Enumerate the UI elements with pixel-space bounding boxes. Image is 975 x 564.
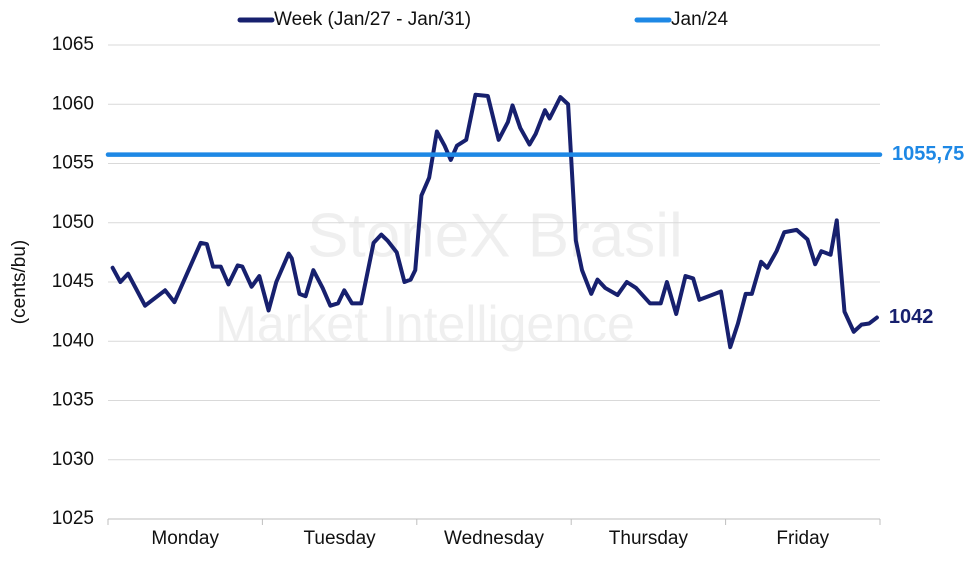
y-tick-label: 1040	[52, 330, 94, 351]
watermark: StoneX Brasil	[307, 201, 683, 270]
x-tick-label: Tuesday	[304, 528, 377, 549]
end-label: 1042	[889, 306, 934, 328]
legend-label: Week (Jan/27 - Jan/31)	[274, 9, 471, 30]
line-series	[110, 92, 879, 350]
legend-label: Jan/24	[671, 9, 728, 30]
x-tick-label: Wednesday	[444, 528, 544, 549]
y-tick-label: 1025	[52, 508, 94, 529]
y-axis-label: (cents/bu)	[9, 240, 30, 324]
watermark: Market Intelligence	[215, 296, 635, 352]
y-tick-label: 1065	[52, 34, 94, 55]
x-tick-label: Thursday	[609, 528, 689, 549]
x-tick-label: Monday	[151, 528, 219, 549]
x-tick-label: Friday	[776, 528, 829, 549]
y-tick-label: 1055	[52, 153, 94, 174]
y-tick-label: 1050	[52, 212, 94, 233]
y-tick-label: 1045	[52, 271, 94, 292]
y-tick-label: 1030	[52, 449, 94, 470]
end-label: 1055,75	[892, 143, 964, 165]
y-tick-label: 1035	[52, 390, 94, 411]
y-tick-label: 1060	[52, 93, 94, 114]
